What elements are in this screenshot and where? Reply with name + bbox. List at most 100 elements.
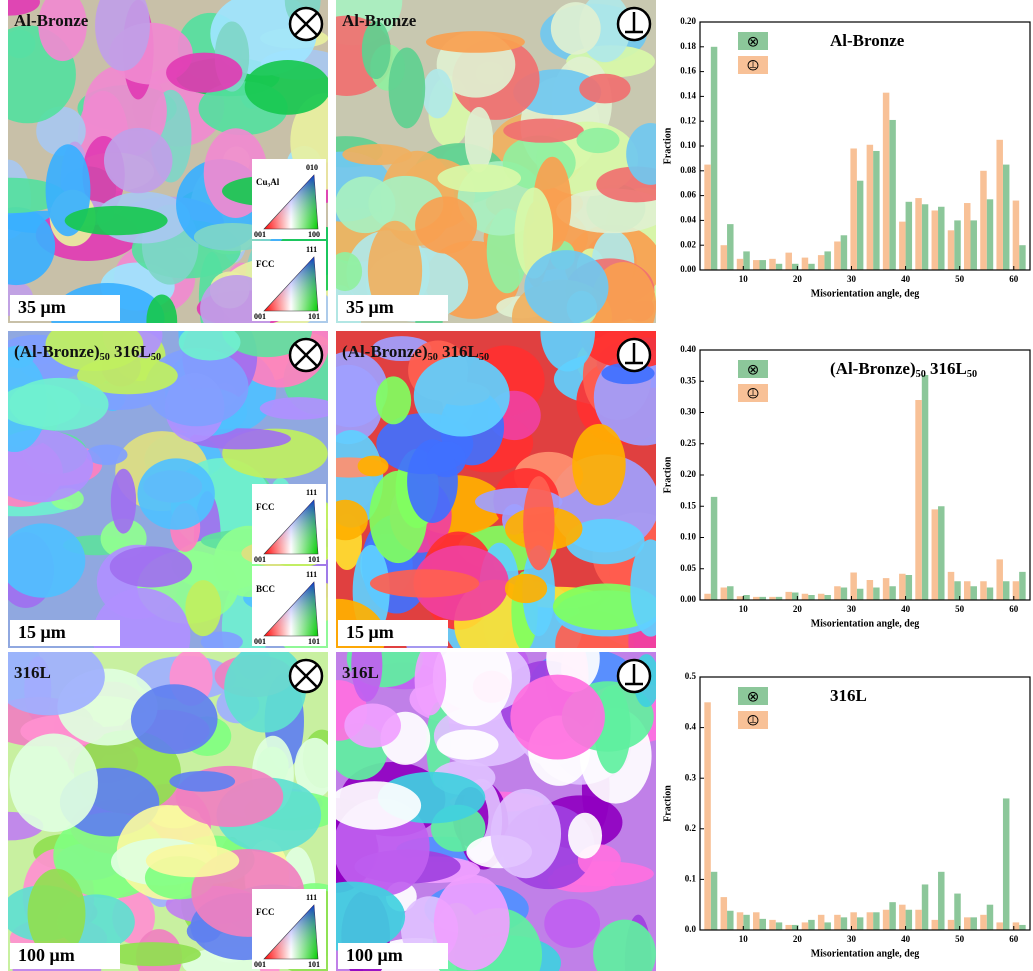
x-tick-label: 20 (793, 934, 803, 944)
grain (389, 48, 426, 129)
bar (906, 202, 912, 270)
bar (883, 93, 889, 270)
y-tick-label: 0.06 (680, 190, 696, 200)
key-corner: 111 (306, 570, 317, 579)
x-tick-label: 30 (847, 934, 857, 944)
bar (889, 902, 895, 930)
grain (568, 813, 602, 859)
y-tick-label: 0.2 (685, 823, 697, 833)
text-part: FCC (256, 907, 275, 917)
bar (711, 872, 717, 930)
grain (376, 376, 411, 424)
bar (834, 241, 840, 270)
bar (818, 915, 824, 930)
bar (996, 559, 1002, 600)
bar (785, 925, 791, 930)
bar (753, 260, 759, 270)
bar (776, 264, 782, 270)
bar (932, 920, 938, 930)
bar (970, 917, 976, 930)
x-tick-label: 60 (1009, 274, 1019, 284)
bar (727, 911, 733, 930)
y-tick-label: 0.05 (680, 563, 696, 573)
grain (414, 356, 510, 437)
bar (753, 912, 759, 930)
bar (818, 594, 824, 600)
grain (572, 424, 625, 506)
bar (802, 922, 808, 930)
bar (987, 588, 993, 601)
text-part: Al-Bronze (14, 11, 89, 30)
bar (883, 578, 889, 600)
bar (743, 595, 749, 600)
text-part: FCC (256, 259, 275, 269)
bar (841, 235, 847, 270)
bar (704, 702, 710, 930)
grain (146, 844, 239, 877)
key-corner: 001 (254, 230, 266, 239)
scale-bar-label: 15 μm (18, 622, 66, 642)
key-name: FCC (256, 907, 275, 917)
x-tick-label: 40 (901, 934, 911, 944)
y-tick-label: 0.0 (685, 924, 697, 934)
y-tick-label: 0.3 (685, 772, 697, 782)
ebsd-map: 316L100 μm (295, 625, 682, 971)
scale-bar-label: 35 μm (18, 297, 66, 317)
key-corner: 100 (308, 230, 320, 239)
bar (867, 580, 873, 600)
bar (721, 897, 727, 930)
grain (576, 128, 619, 153)
bar (834, 915, 840, 930)
text-part: 316L (14, 663, 51, 682)
bar (711, 497, 717, 600)
grain (9, 734, 97, 832)
bar (996, 140, 1002, 270)
grain (137, 458, 214, 529)
bar (737, 259, 743, 270)
grain (245, 60, 331, 115)
key-corner: 111 (306, 893, 317, 902)
grain (426, 31, 525, 53)
bar (841, 917, 847, 930)
map-label: Al-Bronze (14, 11, 89, 30)
bar (938, 872, 944, 930)
grain (358, 456, 389, 477)
text-part: Cu (256, 177, 268, 187)
bar (857, 917, 863, 930)
y-tick-label: 0.00 (680, 264, 696, 274)
x-tick-label: 10 (739, 274, 749, 284)
y-tick-label: 0.10 (680, 140, 696, 150)
bar (954, 894, 960, 930)
key-name: FCC (256, 502, 275, 512)
bar (915, 198, 921, 270)
y-tick-label: 0.08 (680, 165, 696, 175)
scale-bar-label: 35 μm (346, 297, 394, 317)
text-part: Al-Bronze (830, 31, 905, 50)
x-tick-label: 60 (1009, 604, 1019, 614)
bar (867, 145, 873, 270)
bar (808, 595, 814, 600)
grain (630, 539, 671, 636)
y-tick-label: 0.25 (680, 438, 696, 448)
text-part: BCC (256, 584, 275, 594)
x-tick-label: 60 (1009, 934, 1019, 944)
bar (704, 165, 710, 270)
grain (505, 574, 547, 603)
bar (996, 922, 1002, 930)
bar (970, 220, 976, 270)
grain (328, 781, 421, 829)
bar (824, 595, 830, 600)
text-part: 50 (479, 352, 489, 363)
bar (1019, 572, 1025, 600)
bar (721, 245, 727, 270)
bar (899, 574, 905, 600)
y-tick-label: 0.18 (680, 41, 696, 51)
bar (964, 581, 970, 600)
bar (824, 922, 830, 930)
bar (954, 220, 960, 270)
legend-label: ⊗ (747, 361, 760, 379)
grain (344, 703, 401, 747)
bar (760, 260, 766, 270)
